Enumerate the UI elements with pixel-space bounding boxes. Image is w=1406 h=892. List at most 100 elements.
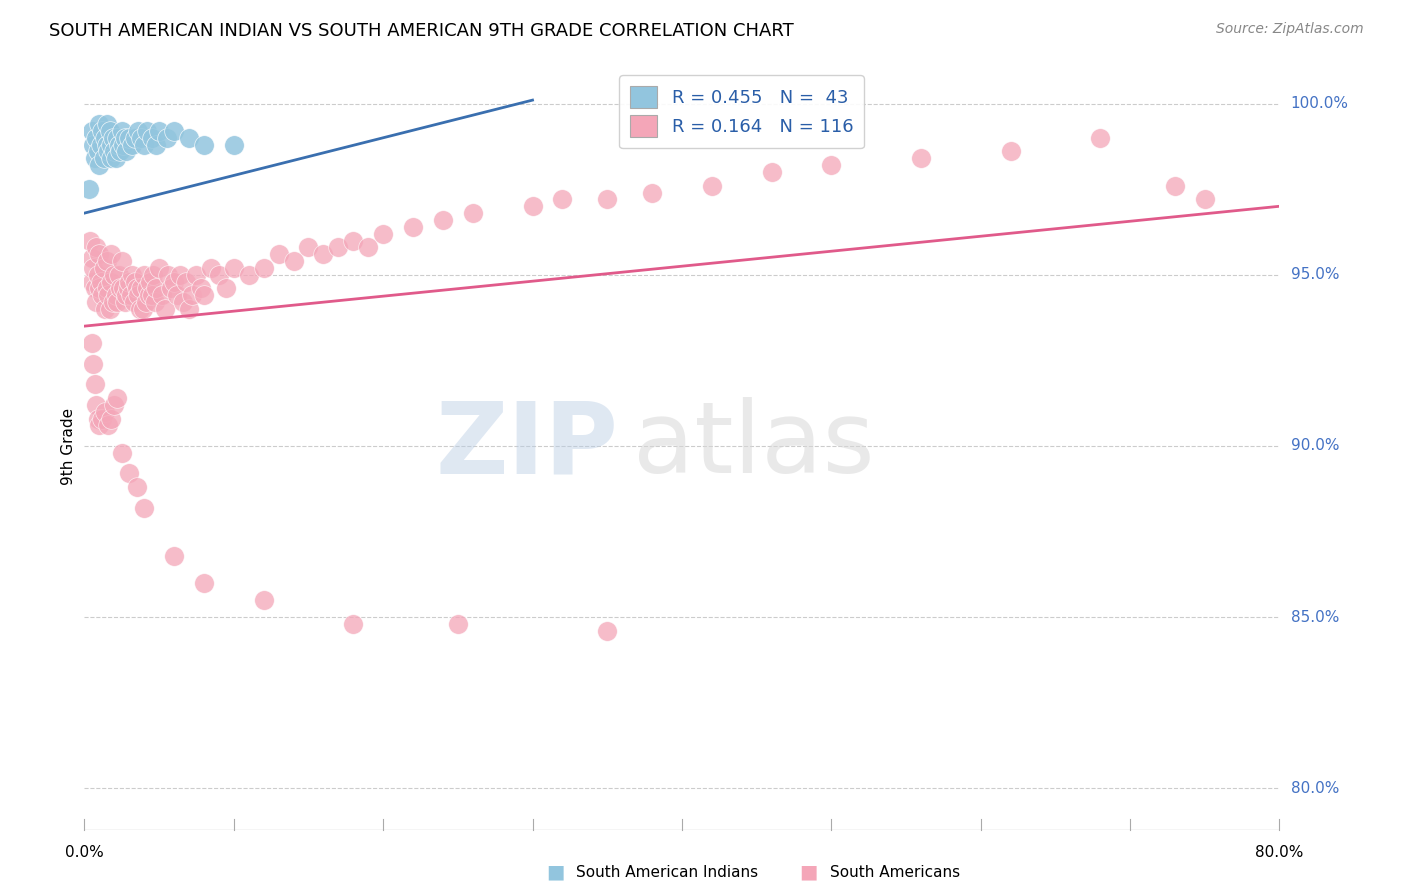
Point bbox=[96, 137, 118, 152]
Point bbox=[86, 398, 108, 412]
Point bbox=[141, 288, 163, 302]
Point bbox=[86, 240, 108, 254]
Point bbox=[118, 130, 141, 145]
Point bbox=[700, 178, 723, 193]
Point bbox=[641, 186, 664, 200]
Point bbox=[121, 137, 143, 152]
Point bbox=[150, 288, 173, 302]
Point bbox=[181, 288, 204, 302]
Point bbox=[121, 268, 143, 282]
Point bbox=[596, 193, 619, 207]
Point bbox=[79, 234, 101, 248]
Text: 0.0%: 0.0% bbox=[65, 845, 104, 860]
Point bbox=[461, 206, 484, 220]
Point bbox=[174, 275, 197, 289]
Point bbox=[112, 137, 135, 152]
Point bbox=[238, 268, 260, 282]
Point bbox=[83, 377, 105, 392]
Point bbox=[910, 151, 932, 165]
Point bbox=[83, 151, 105, 165]
Point bbox=[200, 260, 222, 275]
Point bbox=[143, 295, 166, 310]
Point bbox=[141, 130, 163, 145]
Point bbox=[761, 165, 783, 179]
Point bbox=[148, 124, 170, 138]
Point bbox=[103, 268, 125, 282]
Point bbox=[114, 295, 136, 310]
Point bbox=[328, 240, 350, 254]
Point bbox=[90, 275, 112, 289]
Point bbox=[80, 275, 103, 289]
Point bbox=[100, 275, 122, 289]
Point bbox=[163, 275, 186, 289]
Point bbox=[342, 234, 364, 248]
Point bbox=[169, 268, 191, 282]
Point bbox=[166, 288, 188, 302]
Point bbox=[94, 301, 117, 316]
Text: ZIP: ZIP bbox=[434, 398, 619, 494]
Point bbox=[107, 268, 129, 282]
Text: ■: ■ bbox=[546, 863, 565, 882]
Point bbox=[117, 281, 139, 295]
Point bbox=[97, 288, 120, 302]
Point bbox=[115, 145, 138, 159]
Point bbox=[100, 151, 122, 165]
Point bbox=[87, 145, 110, 159]
Text: South American Indians: South American Indians bbox=[576, 865, 759, 880]
Point bbox=[97, 145, 120, 159]
Text: 90.0%: 90.0% bbox=[1291, 439, 1339, 453]
Point bbox=[1090, 130, 1112, 145]
Point bbox=[127, 124, 149, 138]
Point bbox=[172, 295, 194, 310]
Point bbox=[1194, 193, 1216, 207]
Text: 95.0%: 95.0% bbox=[1291, 268, 1339, 282]
Point bbox=[111, 446, 134, 460]
Point bbox=[132, 268, 156, 282]
Point bbox=[193, 137, 215, 152]
Point bbox=[110, 145, 132, 159]
Point bbox=[160, 281, 183, 295]
Point bbox=[432, 213, 454, 227]
Point bbox=[208, 268, 231, 282]
Point bbox=[83, 281, 105, 295]
Text: atlas: atlas bbox=[633, 398, 875, 494]
Point bbox=[342, 617, 364, 632]
Point bbox=[283, 254, 305, 268]
Point bbox=[125, 281, 148, 295]
Legend: R = 0.455   N =  43, R = 0.164   N = 116: R = 0.455 N = 43, R = 0.164 N = 116 bbox=[619, 75, 865, 148]
Point bbox=[135, 295, 157, 310]
Point bbox=[115, 288, 138, 302]
Point bbox=[101, 295, 124, 310]
Point bbox=[89, 247, 111, 261]
Point bbox=[100, 247, 122, 261]
Point bbox=[86, 130, 108, 145]
Point bbox=[91, 288, 114, 302]
Point bbox=[177, 301, 200, 316]
Point bbox=[145, 137, 167, 152]
Point bbox=[122, 295, 145, 310]
Point bbox=[267, 247, 290, 261]
Point bbox=[103, 398, 125, 412]
Point bbox=[142, 268, 165, 282]
Point bbox=[87, 268, 110, 282]
Point bbox=[253, 593, 276, 607]
Point bbox=[373, 227, 395, 241]
Point bbox=[124, 130, 146, 145]
Point bbox=[132, 137, 156, 152]
Point bbox=[82, 137, 104, 152]
Point bbox=[118, 275, 141, 289]
Point bbox=[101, 130, 124, 145]
Point bbox=[132, 500, 156, 515]
Text: 85.0%: 85.0% bbox=[1291, 610, 1339, 624]
Point bbox=[357, 240, 380, 254]
Point bbox=[139, 275, 162, 289]
Point bbox=[402, 219, 425, 234]
Point bbox=[96, 117, 118, 131]
Y-axis label: 9th Grade: 9th Grade bbox=[60, 408, 76, 484]
Point bbox=[80, 124, 103, 138]
Point bbox=[1000, 145, 1022, 159]
Point bbox=[522, 199, 544, 213]
Point bbox=[86, 295, 108, 310]
Point bbox=[93, 260, 115, 275]
Point bbox=[91, 411, 114, 425]
